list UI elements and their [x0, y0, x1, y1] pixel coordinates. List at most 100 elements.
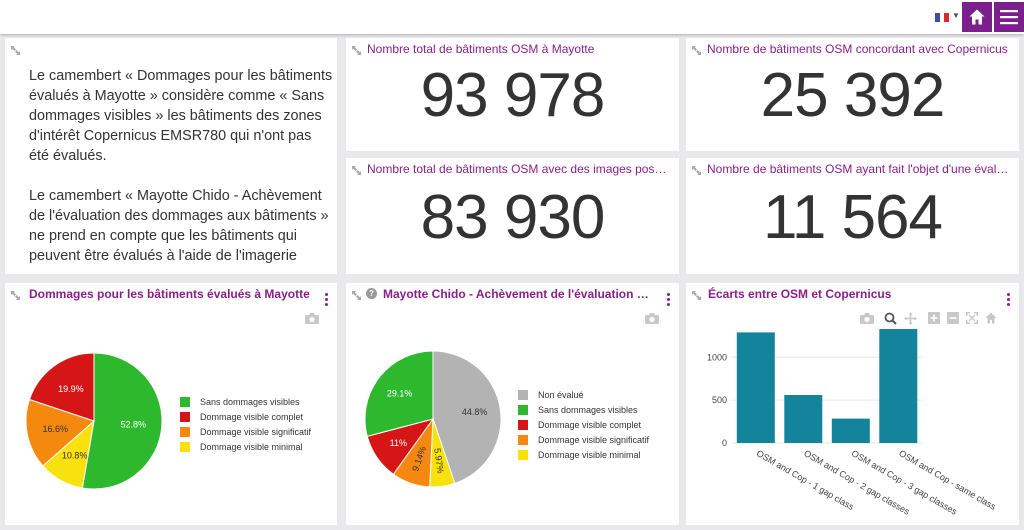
- pie-slice-label: 5.97%: [432, 447, 445, 474]
- kpi-value: 11 564: [762, 183, 943, 252]
- kpi-value: 83 930: [420, 183, 606, 252]
- expand-icon[interactable]: [11, 291, 20, 300]
- legend-label: Non évalué: [538, 389, 584, 400]
- legend-item[interactable]: Non évalué: [518, 387, 649, 402]
- legend-swatch: [518, 419, 528, 430]
- french-flag-icon[interactable]: [935, 13, 950, 22]
- legend-swatch: [518, 434, 528, 445]
- expand-icon[interactable]: [352, 291, 361, 300]
- legend-swatch: [180, 411, 190, 422]
- expand-icon[interactable]: [352, 46, 361, 55]
- expand-icon[interactable]: [692, 46, 701, 55]
- help-icon[interactable]: ?: [366, 288, 377, 299]
- bar[interactable]: [784, 395, 823, 443]
- kpi-card-evaluated-buildings: Nombre de bâtiments OSM ayant fait l'obj…: [686, 158, 1019, 274]
- pie-slice[interactable]: [81, 352, 163, 490]
- legend-swatch: [518, 449, 528, 460]
- bar[interactable]: [831, 418, 870, 443]
- flag-blue-stripe: [935, 13, 940, 22]
- legend-swatch: [180, 441, 190, 452]
- kpi-title: Nombre de bâtiments OSM ayant fait l'obj…: [707, 162, 1009, 176]
- chart-card-damages: Dommages pour les bâtiments évalués à Ma…: [5, 283, 337, 525]
- chart-title: Mayotte Chido - Achèvement de l'évaluati…: [383, 287, 655, 301]
- zoom-in-icon[interactable]: [928, 312, 940, 324]
- legend-swatch: [180, 396, 190, 407]
- camera-icon[interactable]: [860, 313, 874, 324]
- pie-slice[interactable]: [28, 352, 95, 422]
- zoom-icon[interactable]: [884, 312, 897, 325]
- info-text-card: Le camembert « Dommages pour les bâtimen…: [5, 38, 337, 274]
- expand-icon[interactable]: [11, 46, 20, 55]
- info-paragraph-1: Le camembert « Dommages pour les bâtimen…: [29, 68, 333, 164]
- legend-label: Dommage visible complet: [200, 411, 304, 422]
- assessment-legend: Non évalué Sans dommages visibles Dommage …: [518, 387, 649, 462]
- legend-label: Sans dommages visibles: [200, 396, 300, 407]
- y-tick-label: 0: [722, 438, 727, 448]
- pie-slice-label: 19.9%: [58, 384, 84, 394]
- camera-icon[interactable]: [305, 313, 319, 324]
- legend-item[interactable]: Dommage visible complet: [518, 417, 649, 432]
- expand-icon[interactable]: [352, 166, 361, 175]
- pie-slice-label: 16.6%: [43, 424, 69, 434]
- legend-swatch: [518, 389, 528, 400]
- language-dropdown-caret-icon[interactable]: ▼: [952, 11, 960, 20]
- legend-label: Dommage visible complet: [538, 419, 642, 430]
- home-button[interactable]: [962, 2, 992, 32]
- legend-label: Dommage visible minimal: [200, 441, 303, 452]
- menu-button[interactable]: [994, 2, 1024, 32]
- damages-legend: Sans dommages visibles Dommage visible co…: [180, 394, 311, 454]
- chart-title: Écarts entre OSM et Copernicus: [708, 287, 892, 301]
- legend-item[interactable]: Sans dommages visibles: [180, 394, 311, 409]
- assessment-pie-chart: 44.8%5.97%9.14%11%29.1%: [364, 350, 502, 488]
- more-options-icon[interactable]: [1007, 293, 1011, 307]
- kpi-title: Nombre total de bâtiments OSM à Mayotte: [367, 42, 595, 56]
- kpi-value: 25 392: [760, 61, 946, 130]
- zoom-out-icon[interactable]: [947, 312, 959, 324]
- info-paragraph-2: Le camembert « Mayotte Chido - Achèvemen…: [29, 188, 329, 264]
- expand-icon[interactable]: [692, 166, 701, 175]
- damages-pie-chart: 52.8% 10.8% 16.6% 19.9%: [25, 352, 163, 490]
- legend-item[interactable]: Sans dommages visibles: [518, 402, 649, 417]
- y-tick-label: 500: [712, 395, 727, 405]
- expand-icon[interactable]: [692, 291, 701, 300]
- reset-axes-home-icon[interactable]: [985, 312, 997, 324]
- y-tick-label: 1000: [707, 352, 727, 362]
- legend-item[interactable]: Dommage visible minimal: [180, 439, 311, 454]
- more-options-icon[interactable]: [667, 293, 671, 307]
- pie-slice-label: 29.1%: [387, 388, 413, 398]
- camera-icon[interactable]: [645, 313, 659, 324]
- legend-swatch: [180, 426, 190, 437]
- pie-slice[interactable]: [432, 350, 502, 485]
- pie-slice-label: 52.8%: [121, 419, 147, 429]
- legend-swatch: [518, 404, 528, 415]
- autoscale-icon[interactable]: [966, 312, 978, 324]
- legend-label: Sans dommages visibles: [538, 404, 638, 415]
- kpi-card-post-cyclone-images: Nombre total de bâtiments OSM avec des i…: [346, 158, 679, 274]
- pie-slice-label: 11%: [390, 438, 407, 448]
- flag-red-stripe: [944, 13, 950, 22]
- chart-card-osm-copernicus-gaps: Écarts entre OSM et Copernicus 0 500 1000 O…: [686, 283, 1019, 525]
- legend-label: Dommage visible minimal: [538, 449, 641, 460]
- kpi-card-matching-copernicus: Nombre de bâtiments OSM concordant avec …: [686, 38, 1019, 151]
- pie-slice[interactable]: [364, 350, 434, 437]
- pan-icon[interactable]: [904, 312, 917, 325]
- info-text-body: Le camembert « Dommages pour les bâtimen…: [29, 66, 334, 274]
- top-bar: ▼: [0, 0, 1024, 34]
- pie-slice-label: 10.8%: [62, 450, 88, 460]
- pie-slice-label: 44.8%: [462, 407, 488, 417]
- kpi-value: 93 978: [420, 61, 606, 130]
- legend-item[interactable]: Dommage visible minimal: [518, 447, 649, 462]
- chart-title: Dommages pour les bâtiments évalués à Ma…: [29, 287, 310, 301]
- flag-white-stripe: [939, 13, 945, 22]
- kpi-title: Nombre de bâtiments OSM concordant avec …: [707, 42, 1008, 56]
- legend-item[interactable]: Dommage visible complet: [180, 409, 311, 424]
- home-icon: [969, 9, 985, 25]
- bar[interactable]: [879, 329, 918, 443]
- legend-item[interactable]: Dommage visible significatif: [518, 432, 649, 447]
- pie-slice[interactable]: [25, 398, 95, 467]
- bar[interactable]: [736, 332, 775, 443]
- legend-label: Dommage visible significatif: [538, 434, 650, 445]
- more-options-icon[interactable]: [325, 293, 329, 307]
- legend-item[interactable]: Dommage visible significatif: [180, 424, 311, 439]
